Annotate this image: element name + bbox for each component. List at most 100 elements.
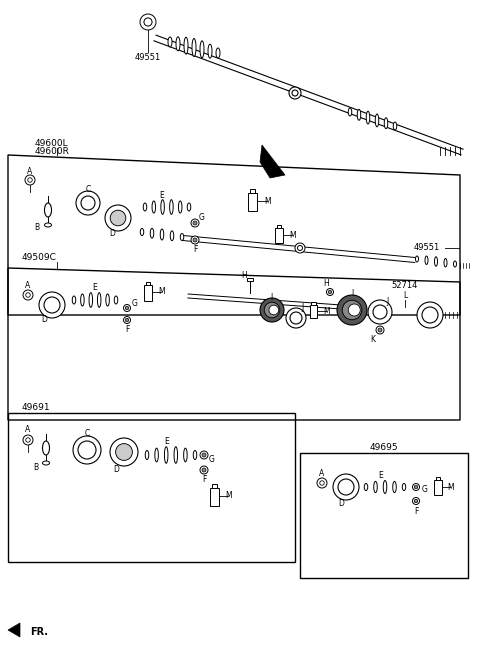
Bar — [310, 305, 317, 318]
Ellipse shape — [160, 229, 164, 240]
Bar — [212, 485, 217, 488]
Circle shape — [292, 90, 298, 96]
Circle shape — [200, 451, 208, 459]
Ellipse shape — [81, 294, 84, 306]
Bar — [276, 225, 281, 228]
Text: H: H — [323, 278, 329, 288]
Bar — [144, 285, 152, 301]
Text: 49695: 49695 — [370, 443, 398, 453]
Text: E: E — [165, 438, 169, 447]
Circle shape — [202, 468, 206, 472]
Circle shape — [414, 499, 418, 503]
Ellipse shape — [384, 118, 388, 128]
Text: 49600R: 49600R — [35, 147, 70, 157]
Text: A: A — [27, 168, 33, 176]
Circle shape — [200, 466, 208, 474]
Text: 49551: 49551 — [135, 54, 161, 62]
Circle shape — [378, 328, 382, 332]
Ellipse shape — [179, 201, 182, 213]
Ellipse shape — [383, 481, 387, 493]
Text: M: M — [226, 491, 232, 500]
Ellipse shape — [200, 41, 204, 58]
Circle shape — [140, 14, 156, 30]
Circle shape — [28, 178, 32, 182]
Circle shape — [298, 246, 302, 250]
Circle shape — [110, 438, 138, 466]
Ellipse shape — [193, 451, 197, 460]
Circle shape — [264, 302, 280, 318]
Circle shape — [26, 438, 30, 442]
Polygon shape — [8, 623, 20, 637]
Circle shape — [144, 18, 152, 26]
Circle shape — [412, 498, 420, 504]
Circle shape — [295, 243, 305, 253]
Circle shape — [368, 300, 392, 324]
Text: E: E — [379, 470, 384, 479]
Text: M: M — [290, 231, 296, 240]
Text: A: A — [319, 468, 324, 477]
Ellipse shape — [348, 108, 352, 116]
Text: A: A — [25, 426, 31, 434]
Circle shape — [25, 175, 35, 185]
Circle shape — [422, 307, 438, 323]
Circle shape — [333, 474, 359, 500]
Bar — [275, 228, 283, 243]
Circle shape — [144, 18, 152, 26]
Ellipse shape — [374, 481, 377, 493]
Text: J: J — [302, 303, 304, 312]
Circle shape — [39, 292, 65, 318]
Ellipse shape — [140, 229, 144, 236]
Text: M: M — [324, 307, 330, 316]
Circle shape — [320, 481, 324, 485]
Circle shape — [260, 298, 284, 322]
Ellipse shape — [43, 461, 49, 465]
Ellipse shape — [416, 256, 419, 262]
Ellipse shape — [184, 37, 188, 54]
Text: H: H — [241, 271, 247, 280]
Text: G: G — [209, 455, 215, 464]
Ellipse shape — [454, 261, 456, 267]
Text: 49509C: 49509C — [22, 253, 57, 263]
Ellipse shape — [402, 483, 406, 491]
Circle shape — [317, 478, 327, 488]
Circle shape — [191, 219, 199, 227]
Circle shape — [125, 307, 129, 310]
Text: B: B — [34, 464, 38, 472]
Circle shape — [338, 479, 354, 495]
Circle shape — [417, 302, 443, 328]
Circle shape — [125, 318, 129, 322]
Text: I: I — [351, 288, 353, 297]
Text: 49600L: 49600L — [35, 138, 69, 147]
Circle shape — [202, 453, 206, 457]
Text: C: C — [85, 185, 91, 195]
Circle shape — [348, 304, 360, 316]
Bar — [250, 189, 255, 193]
Circle shape — [26, 293, 30, 297]
Ellipse shape — [89, 293, 93, 307]
Circle shape — [23, 435, 33, 445]
Text: D: D — [41, 314, 47, 324]
Ellipse shape — [357, 109, 361, 121]
Circle shape — [44, 297, 60, 313]
Circle shape — [23, 290, 33, 300]
Ellipse shape — [106, 294, 109, 306]
Circle shape — [412, 483, 420, 491]
Ellipse shape — [72, 296, 76, 304]
Ellipse shape — [444, 259, 447, 267]
Text: E: E — [93, 284, 97, 293]
Text: D: D — [338, 498, 344, 508]
Bar — [247, 278, 253, 281]
Circle shape — [81, 196, 95, 210]
Ellipse shape — [393, 122, 397, 130]
Text: G: G — [422, 485, 428, 495]
Circle shape — [269, 305, 278, 315]
Circle shape — [110, 210, 126, 226]
Text: M: M — [448, 483, 454, 491]
Text: FR.: FR. — [30, 627, 48, 637]
Ellipse shape — [155, 448, 158, 462]
Circle shape — [373, 305, 387, 319]
Ellipse shape — [176, 37, 180, 51]
Circle shape — [116, 443, 132, 460]
Circle shape — [286, 308, 306, 328]
Ellipse shape — [169, 200, 173, 214]
